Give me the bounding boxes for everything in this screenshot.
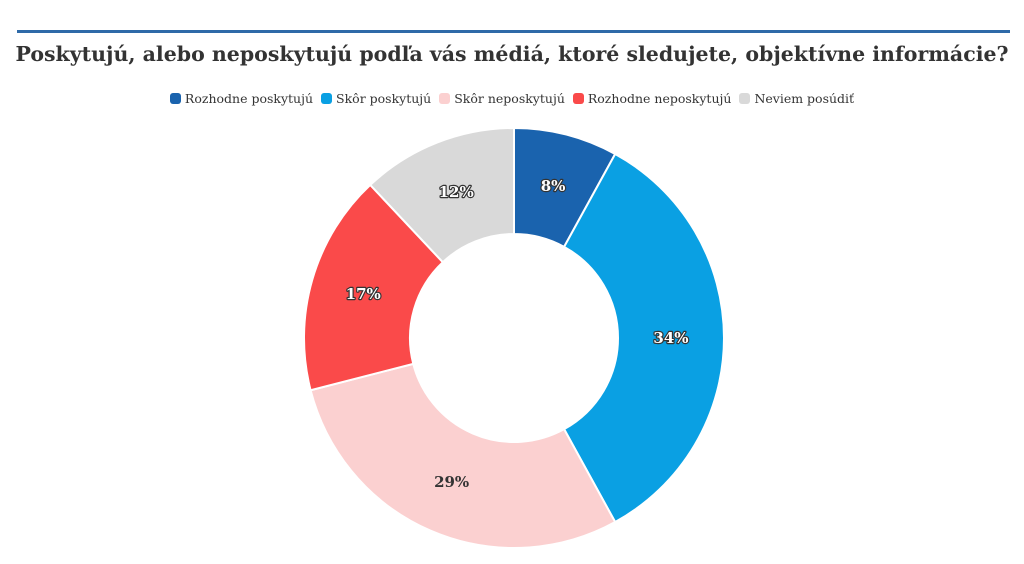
slice-value-label: 12%	[439, 183, 474, 201]
legend-item-rozhodne-poskytuju[interactable]: Rozhodne poskytujú	[169, 91, 314, 106]
slice-value-label: 8%	[541, 177, 566, 195]
slice-neviem-pos-di-[interactable]	[368, 126, 515, 264]
legend-label: Skôr poskytujú	[336, 91, 432, 106]
slice-value-label: 17%	[346, 285, 381, 303]
slice-sk-r-poskytuj-[interactable]	[562, 152, 725, 524]
slice-rozhodne-neposkytuj-[interactable]	[303, 183, 445, 392]
legend-item-rozhodne-neposkytuju[interactable]: Rozhodne neposkytujú	[572, 91, 732, 106]
legend-swatch	[439, 93, 451, 104]
legend-label: Rozhodne neposkytujú	[587, 91, 732, 106]
legend: Rozhodne poskytujú Skôr poskytujú Skôr n…	[0, 91, 1024, 106]
legend-swatch	[572, 93, 584, 104]
slice-value-label: 34%	[653, 329, 688, 347]
legend-swatch	[321, 93, 333, 104]
top-rule	[17, 30, 1010, 33]
legend-item-neviem-posudit[interactable]: Neviem posúdiť	[739, 91, 854, 106]
slice-value-label: 29%	[434, 473, 469, 491]
legend-item-skor-neposkytuju[interactable]: Skôr neposkytujú	[439, 91, 565, 106]
legend-label: Skôr neposkytujú	[454, 91, 565, 106]
legend-swatch	[169, 93, 181, 104]
legend-swatch	[739, 93, 751, 104]
chart-title: Poskytujú, alebo neposkytujú podľa vás m…	[15, 42, 1009, 66]
slice-sk-r-neposkytuj-[interactable]	[309, 362, 617, 549]
legend-label: Rozhodne poskytujú	[184, 91, 314, 106]
legend-item-skor-poskytuju[interactable]: Skôr poskytujú	[321, 91, 431, 106]
legend-label: Neviem posúdiť	[754, 91, 855, 106]
